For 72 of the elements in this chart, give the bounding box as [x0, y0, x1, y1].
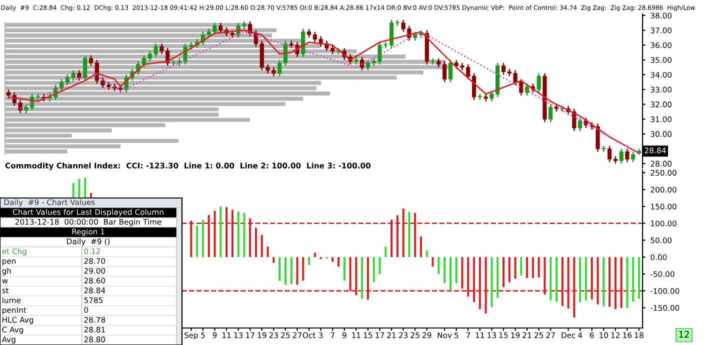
- bar: [243, 212, 246, 258]
- bar: [384, 246, 387, 258]
- bar: [272, 257, 275, 263]
- bar: [555, 257, 558, 302]
- bar: [260, 234, 263, 258]
- bar: [290, 257, 292, 284]
- bar: [602, 257, 605, 306]
- bar: [584, 257, 588, 300]
- candlestick: [430, 58, 435, 65]
- bar: [626, 257, 628, 308]
- bar: [302, 257, 304, 281]
- bar: [372, 257, 375, 282]
- bar: [502, 257, 505, 288]
- bar: [632, 257, 634, 302]
- bar: [361, 257, 364, 299]
- bar: [426, 250, 428, 258]
- candlestick: [88, 54, 94, 66]
- bar: [266, 246, 269, 258]
- bar: [455, 257, 458, 284]
- candlestick: [366, 59, 370, 71]
- candlestick: [596, 122, 600, 152]
- bar: [420, 236, 422, 258]
- candlestick: [501, 62, 506, 76]
- bar: [432, 257, 434, 267]
- candlestick: [278, 59, 282, 77]
- bar: [237, 212, 240, 258]
- candlestick: [59, 78, 64, 92]
- bar: [196, 226, 198, 258]
- candlestick: [525, 82, 530, 96]
- candlestick: [536, 72, 541, 94]
- candlestick: [625, 148, 630, 163]
- bar: [526, 257, 528, 278]
- candlestick: [448, 59, 452, 83]
- bar: [520, 257, 522, 276]
- bar: [538, 257, 540, 278]
- bar: [496, 257, 499, 298]
- bar: [314, 252, 316, 258]
- bar: [532, 257, 534, 278]
- candlestick: [608, 145, 612, 163]
- bar: [508, 257, 510, 282]
- candlestick: [218, 22, 223, 34]
- bar: [343, 257, 346, 281]
- candlestick: [631, 151, 636, 163]
- candlestick: [578, 117, 582, 132]
- bar: [550, 257, 552, 300]
- bar: [408, 212, 410, 258]
- candlestick: [389, 19, 394, 49]
- bar: [378, 257, 381, 274]
- bar: [332, 257, 334, 262]
- bar: [284, 257, 286, 285]
- bar: [308, 257, 310, 265]
- bar: [438, 257, 440, 274]
- bar: [444, 257, 446, 284]
- candlestick: [77, 70, 82, 82]
- candlestick: [619, 148, 624, 164]
- candlestick: [360, 56, 364, 71]
- bar: [490, 257, 493, 308]
- bar: [638, 257, 640, 299]
- bar: [449, 257, 452, 290]
- candlestick: [83, 54, 88, 82]
- bar: [254, 228, 258, 258]
- candlestick: [602, 145, 606, 152]
- candlestick: [548, 104, 553, 123]
- candlestick: [519, 78, 524, 96]
- candlestick: [301, 28, 306, 58]
- bar: [296, 257, 298, 285]
- bar: [202, 220, 204, 258]
- bar: [337, 257, 340, 267]
- bar: [278, 257, 281, 281]
- bar: [514, 257, 516, 279]
- bar: [579, 257, 582, 302]
- bar: [220, 206, 222, 258]
